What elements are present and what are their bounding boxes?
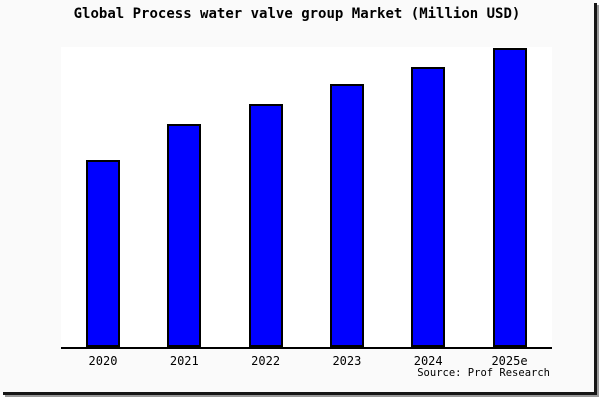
x-axis-labels: 2020 2021 2022 2023 2024 2025e [0,354,594,370]
bar-2022 [248,104,283,347]
x-tick-label-2023: 2023 [332,354,362,368]
bar-2021 [167,124,202,347]
chart-canvas: Global Process water valve group Market … [0,6,594,379]
bar-2023 [329,84,364,347]
x-tick-label-2021: 2021 [169,354,199,368]
chart-title: Global Process water valve group Market … [73,6,521,22]
bar-2025e [492,48,527,347]
plot-area [61,47,552,349]
source-note: Source: Prof Research [417,367,550,379]
x-tick-label-2024: 2024 [413,354,443,368]
x-tick-label-2025e: 2025e [491,354,528,368]
bar-2024 [411,67,446,347]
x-tick-label-2022: 2022 [251,354,281,368]
bar-2020 [86,160,120,347]
x-tick-label-2020: 2020 [88,354,118,368]
